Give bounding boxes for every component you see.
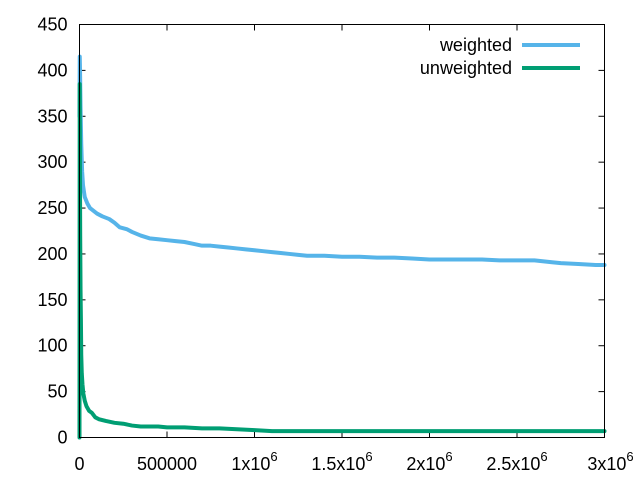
x-tick-label: 1.5x106 (311, 449, 372, 474)
y-tick-label: 50 (47, 382, 67, 402)
legend-label-unweighted: unweighted (420, 58, 512, 78)
x-tick-label: 0 (74, 454, 84, 474)
y-tick-label: 100 (37, 336, 67, 356)
y-tick-label: 0 (57, 428, 67, 448)
x-tick-label: 500000 (137, 454, 197, 474)
y-tick-label: 450 (37, 15, 67, 35)
y-tick-label: 350 (37, 106, 67, 126)
axis-ticks: 0 50 100 150 200 250 300 350 400 450 0 500000 1x106 1… (37, 15, 633, 475)
y-tick-label: 150 (37, 290, 67, 310)
legend-label-weighted: weighted (439, 35, 512, 55)
x-tick-label: 2x106 (406, 449, 452, 474)
plot-frame (79, 24, 605, 438)
x-tick-label: 2.5x106 (486, 449, 547, 474)
series-lines (77, 54, 607, 440)
series-line-unweighted (77, 82, 607, 440)
y-tick-label: 300 (37, 152, 67, 172)
y-tick-label: 400 (37, 60, 67, 80)
x-tick-label: 3x106 (587, 449, 633, 474)
legend: weighted unweighted (420, 35, 580, 78)
y-tick-label: 200 (37, 244, 67, 264)
x-tick-label: 1x106 (231, 449, 277, 474)
y-tick-label: 250 (37, 198, 67, 218)
series-line-weighted (77, 54, 607, 267)
